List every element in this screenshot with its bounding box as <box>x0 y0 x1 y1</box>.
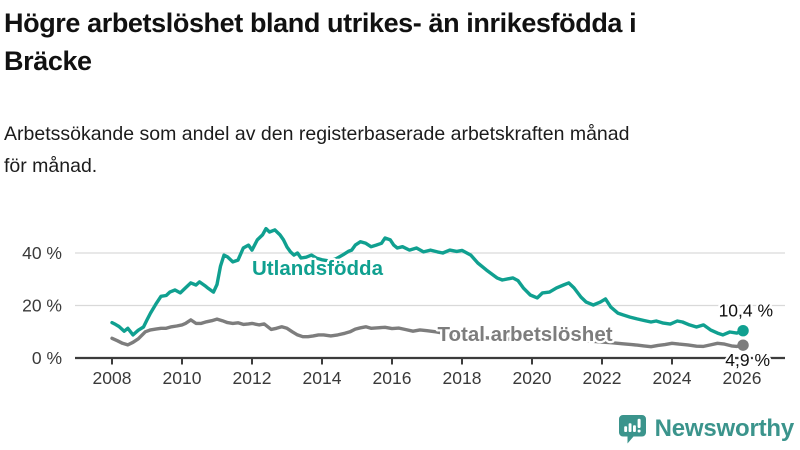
x-axis-label: 2016 <box>373 368 412 388</box>
series-inline-label: Utlandsfödda <box>252 257 384 280</box>
series-end-value-label: 10,4 % <box>719 301 773 321</box>
x-axis-label: 2020 <box>513 368 552 388</box>
page-title-line1: Högre arbetslöshet bland utrikes- än inr… <box>4 8 637 38</box>
x-axis-label: 2018 <box>443 368 482 388</box>
series-end-value-label: 4,9 % <box>725 350 770 370</box>
x-axis-label: 2010 <box>163 368 202 388</box>
y-axis-label: 40 % <box>22 243 62 263</box>
page-title-line2: Bräcke <box>4 46 92 76</box>
page-title: Högre arbetslöshet bland utrikes- än inr… <box>4 4 800 80</box>
series-inline-label: Total arbetslöshet <box>438 323 613 346</box>
x-axis-label: 2014 <box>303 368 342 388</box>
series-endpoint-dot <box>737 339 749 351</box>
page-subtitle-line1: Arbetssökande som andel av den registerb… <box>4 123 630 145</box>
speech-bubble-bar-chart-icon <box>618 415 646 444</box>
newsworthy-logo: Newsworthy <box>617 413 794 445</box>
series-line-utlandsf-dda <box>110 226 745 337</box>
page-subtitle: Arbetssökande som andel av den registerb… <box>4 118 800 182</box>
x-axis-label: 2026 <box>723 368 762 388</box>
series-line-total-arbetsl-shet <box>110 317 745 349</box>
x-axis-label: 2022 <box>583 368 622 388</box>
newsworthy-logo-text: Newsworthy <box>654 415 795 442</box>
x-axis-label: 2024 <box>653 368 692 388</box>
x-axis-label: 2012 <box>233 368 272 388</box>
x-axis-label: 2008 <box>93 368 132 388</box>
page-subtitle-line2: för månad. <box>4 155 98 177</box>
y-axis-label: 0 % <box>32 348 62 368</box>
y-axis-label: 20 % <box>22 296 62 316</box>
series-endpoint-dot <box>737 325 749 337</box>
